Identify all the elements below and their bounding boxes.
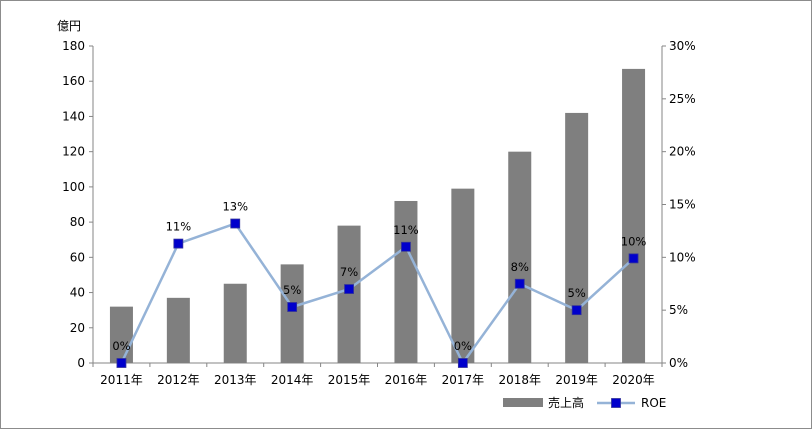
- roe-data-label: 13%: [222, 200, 248, 214]
- bar: [166, 297, 190, 363]
- bar: [451, 188, 475, 363]
- left-y-tick-labels: 0 20 40 60 80 100 120 140 160 180: [62, 39, 85, 370]
- bar: [109, 306, 133, 363]
- x-tick-label: 2019年: [555, 373, 598, 387]
- x-tick-label: 2014年: [271, 373, 314, 387]
- left-tick-label: 0: [77, 356, 85, 370]
- bar: [337, 225, 361, 363]
- roe-data-label: 5%: [283, 283, 301, 297]
- left-tick-label: 140: [62, 109, 85, 123]
- legend-sales-label: 売上高: [548, 395, 584, 410]
- roe-data-label: 7%: [340, 265, 358, 279]
- right-tick-label: 0%: [669, 356, 688, 370]
- x-tick-label: 2017年: [442, 373, 485, 387]
- x-tick-label: 2013年: [214, 373, 257, 387]
- roe-marker: [173, 238, 184, 249]
- x-tick-label: 2012年: [157, 373, 200, 387]
- x-tick-label: 2015年: [328, 373, 371, 387]
- left-tick-label: 60: [70, 250, 85, 264]
- bar: [394, 200, 418, 363]
- roe-data-label: 10%: [621, 234, 647, 248]
- roe-line: [120, 222, 635, 365]
- right-tick-label: 20%: [669, 145, 696, 159]
- legend-roe-label: ROE: [641, 396, 666, 410]
- roe-marker: [571, 305, 582, 316]
- x-tick-label: 2018年: [498, 373, 541, 387]
- roe-data-label: 8%: [511, 260, 529, 274]
- roe-data-label: 0%: [112, 339, 130, 353]
- right-tick-label: 10%: [669, 250, 696, 264]
- right-tick-label: 25%: [669, 92, 696, 106]
- bar: [565, 112, 589, 363]
- legend: 売上高 ROE: [503, 395, 666, 410]
- roe-marker: [514, 278, 525, 289]
- right-y-tick-labels: 0% 5% 10% 15% 20% 25% 30%: [669, 39, 696, 370]
- left-tick-label: 100: [62, 180, 85, 194]
- roe-marker: [287, 302, 298, 312]
- roe-marker: [401, 241, 411, 252]
- right-tick-label: 5%: [669, 303, 688, 317]
- left-tick-label: 120: [62, 145, 85, 159]
- bar: [508, 151, 532, 363]
- bar: [622, 68, 646, 364]
- roe-data-label: 11%: [166, 220, 192, 234]
- roe-marker: [116, 358, 127, 368]
- legend-sales-swatch: [503, 398, 543, 407]
- roe-series: 0% 11% 13% 5% 7% 11% 0% 8% 5% 10%: [112, 200, 646, 368]
- left-tick-label: 180: [62, 39, 85, 53]
- x-tick-labels: 2011年 2012年 2013年 2014年 2015年 2016年 2017年 2018年…: [100, 373, 655, 387]
- bar: [223, 283, 247, 363]
- roe-marker: [344, 284, 354, 294]
- left-tick-label: 160: [62, 74, 85, 88]
- roe-data-label: 0%: [454, 339, 472, 353]
- roe-data-label: 11%: [393, 223, 419, 237]
- left-tick-label: 40: [70, 286, 85, 300]
- roe-marker: [457, 358, 468, 368]
- right-tick-label: 15%: [669, 198, 696, 212]
- y-axis-unit-label: 億円: [57, 19, 81, 33]
- left-tick-label: 80: [70, 215, 85, 229]
- bar: [280, 264, 304, 363]
- x-tick-label: 2016年: [385, 373, 428, 387]
- left-tick-label: 20: [70, 321, 85, 335]
- x-tick-label: 2020年: [612, 373, 655, 387]
- legend-roe-marker: [611, 398, 621, 408]
- sales-bars: [109, 68, 646, 364]
- roe-marker: [628, 253, 639, 264]
- roe-marker: [230, 218, 241, 229]
- roe-data-label: 5%: [568, 286, 586, 300]
- right-tick-label: 30%: [669, 39, 696, 53]
- x-tick-label: 2011年: [100, 373, 143, 387]
